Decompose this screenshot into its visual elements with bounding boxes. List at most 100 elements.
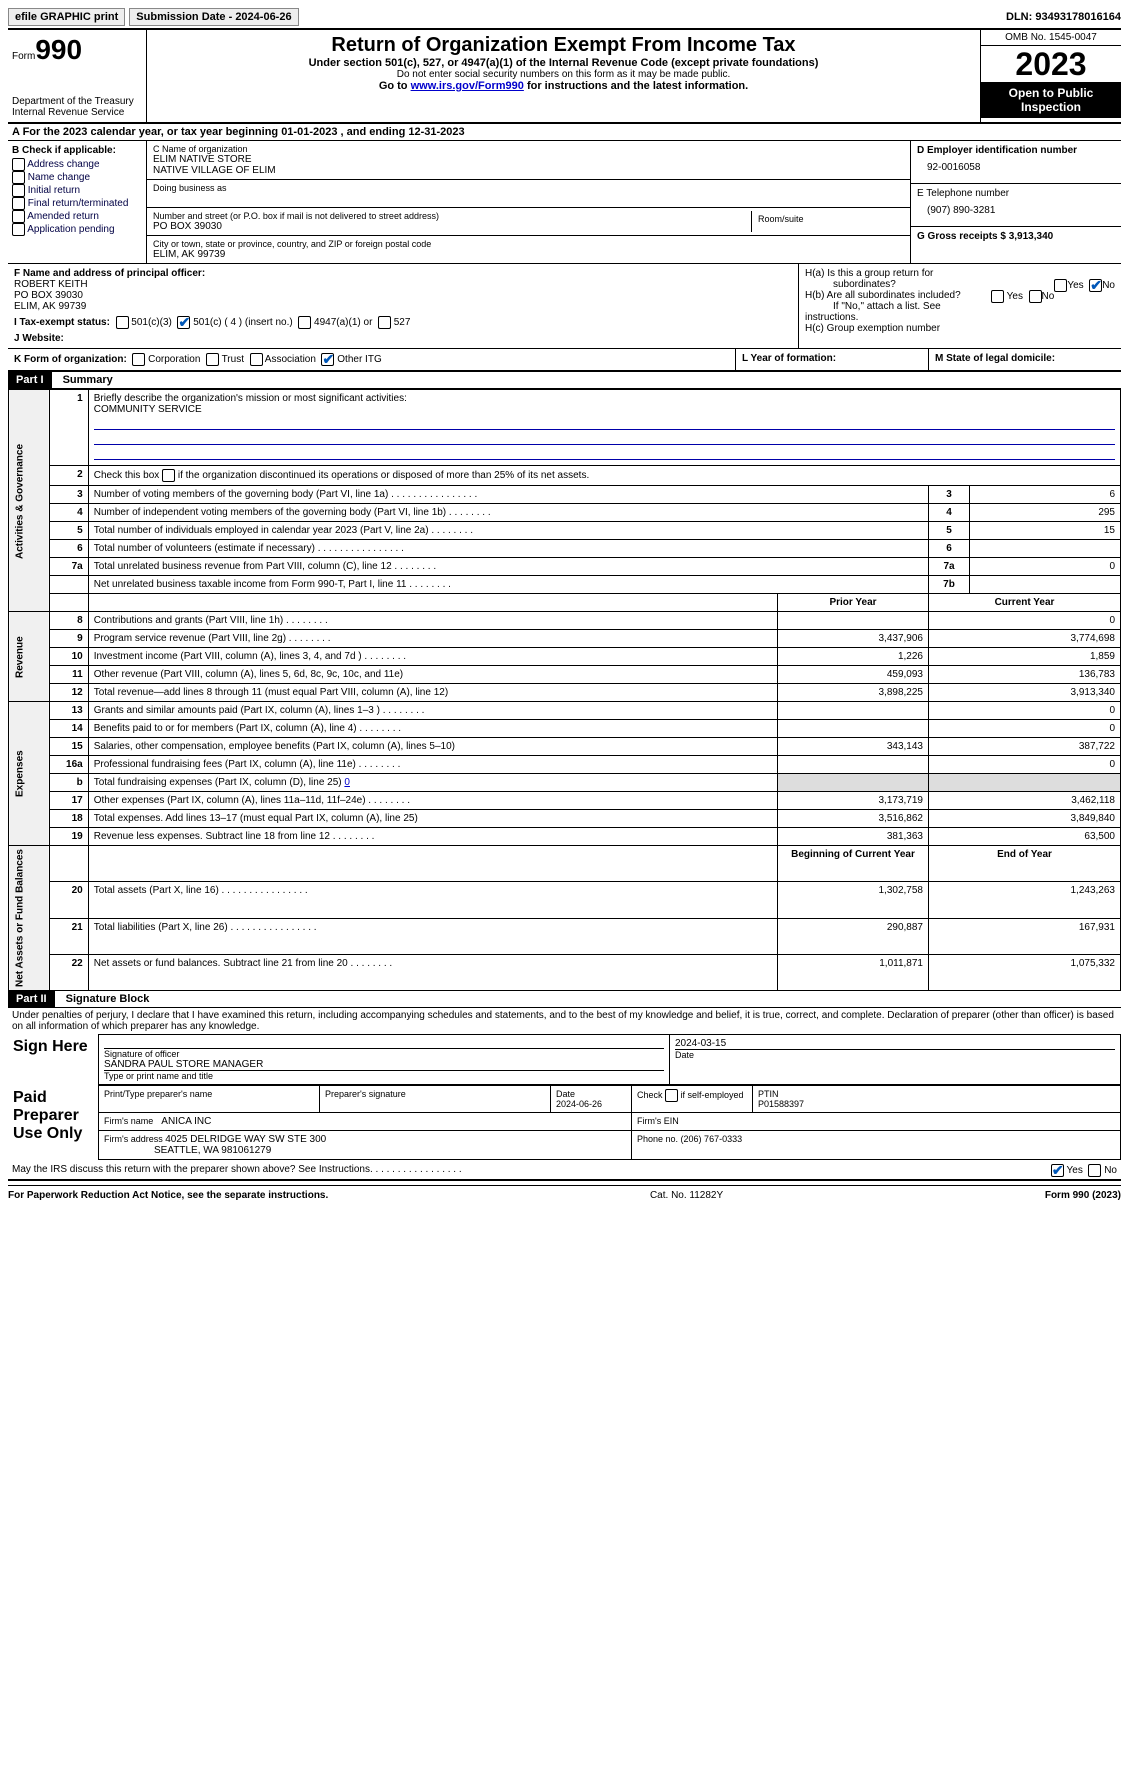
hb-yes[interactable] [991, 290, 1004, 303]
l3-desc: Number of voting members of the governin… [88, 486, 928, 504]
tab-expenses: Expenses [9, 702, 50, 846]
part1-bar: Part I [8, 372, 52, 388]
paid-preparer-label: Paid Preparer Use Only [8, 1086, 99, 1160]
sec-i-label: I Tax-exempt status: [14, 317, 110, 328]
chk-app-pending[interactable]: Application pending [12, 223, 142, 236]
subtitle-1: Under section 501(c), 527, or 4947(a)(1)… [151, 57, 976, 69]
omb-number: OMB No. 1545-0047 [981, 30, 1121, 46]
ha-no[interactable] [1089, 279, 1102, 292]
l1-desc: Briefly describe the organization's miss… [94, 393, 407, 404]
subtitle-2: Do not enter social security numbers on … [151, 69, 976, 80]
chk-initial-return[interactable]: Initial return [12, 184, 142, 197]
l16b-link[interactable]: 0 [344, 777, 350, 788]
tab-net-assets: Net Assets or Fund Balances [9, 846, 50, 991]
chk-other[interactable] [321, 353, 334, 366]
addr-value: PO BOX 39030 [153, 221, 751, 232]
dln: DLN: 93493178016164 [1006, 11, 1121, 23]
l4-desc: Number of independent voting members of … [88, 504, 928, 522]
chk-trust[interactable] [206, 353, 219, 366]
submission-date: Submission Date - 2024-06-26 [129, 8, 298, 26]
col-b-checkboxes: B Check if applicable: Address change Na… [8, 141, 147, 263]
perjury-text: Under penalties of perjury, I declare th… [8, 1008, 1121, 1034]
chk-527[interactable] [378, 316, 391, 329]
l16b-desc: Total fundraising expenses (Part IX, col… [88, 774, 777, 792]
sign-here-label: Sign Here [8, 1035, 99, 1085]
form-header: Form990 Department of the Treasury Inter… [8, 30, 1121, 124]
col-c-org-info: C Name of organization ELIM NATIVE STORE… [147, 141, 910, 263]
col-b-label: B Check if applicable: [12, 145, 142, 156]
tab-revenue: Revenue [9, 612, 50, 702]
l7a-desc: Total unrelated business revenue from Pa… [88, 558, 928, 576]
sec-l-year: L Year of formation: [742, 353, 836, 364]
ein-hint: D Employer identification number [917, 145, 1115, 156]
chk-self-employed[interactable] [665, 1089, 678, 1102]
l2-desc: Check this box if the organization disco… [88, 466, 1120, 486]
discuss-no[interactable] [1088, 1164, 1101, 1177]
footer-cat: Cat. No. 11282Y [328, 1190, 1045, 1201]
chk-discontinued[interactable] [162, 469, 175, 482]
l15-desc: Salaries, other compensation, employee b… [88, 738, 777, 756]
col-de: D Employer identification number 92-0016… [910, 141, 1121, 263]
firm-addr2: SEATTLE, WA 981061279 [154, 1145, 271, 1156]
officer-name: ROBERT KEITH [14, 279, 792, 290]
pp-name-hint: Print/Type preparer's name [99, 1086, 320, 1113]
topbar: efile GRAPHIC print Submission Date - 20… [8, 8, 1121, 30]
section-fh: F Name and address of principal officer:… [8, 264, 1121, 349]
chk-4947[interactable] [298, 316, 311, 329]
section-bcde: B Check if applicable: Address change Na… [8, 141, 1121, 264]
l7b-val [970, 576, 1121, 594]
pp-self-employed: Check if self-employed [632, 1086, 753, 1113]
sec-j-website: J Website: [14, 333, 64, 344]
irs-link[interactable]: www.irs.gov/Form990 [411, 80, 524, 92]
org-name-2: NATIVE VILLAGE OF ELIM [153, 165, 904, 176]
part1-header: Part I Summary [8, 372, 1121, 389]
ptin-val: P01588397 [758, 1099, 804, 1109]
footer-right: Form 990 (2023) [1045, 1190, 1121, 1201]
hb-no[interactable] [1029, 290, 1042, 303]
sig-hint: Signature of officer [104, 1049, 664, 1059]
l20-desc: Total assets (Part X, line 16) [88, 882, 777, 918]
officer-addr1: PO BOX 39030 [14, 290, 792, 301]
l18-desc: Total expenses. Add lines 13–17 (must eq… [88, 810, 777, 828]
pp-sig-hint: Preparer's signature [320, 1086, 551, 1113]
ha-yes[interactable] [1054, 279, 1067, 292]
l12-desc: Total revenue—add lines 8 through 11 (mu… [88, 684, 777, 702]
subtitle-3: Go to www.irs.gov/Form990 for instructio… [151, 80, 976, 92]
chk-corp[interactable] [132, 353, 145, 366]
chk-address-change[interactable]: Address change [12, 158, 142, 171]
discuss-row: May the IRS discuss this return with the… [8, 1160, 1121, 1181]
l16a-desc: Professional fundraising fees (Part IX, … [88, 756, 777, 774]
chk-amended-return[interactable]: Amended return [12, 210, 142, 223]
part2-header: Part II Signature Block [8, 991, 1121, 1008]
firm-addr1: 4025 DELRIDGE WAY SW STE 300 [165, 1134, 326, 1145]
org-name-hint: C Name of organization [153, 144, 904, 154]
part2-bar: Part II [8, 991, 55, 1007]
firm-phone: (206) 767-0333 [681, 1134, 743, 1144]
chk-name-change[interactable]: Name change [12, 171, 142, 184]
addr-hint: Number and street (or P.O. box if mail i… [153, 211, 751, 221]
chk-assoc[interactable] [250, 353, 263, 366]
open-to-public: Open to Public Inspection [981, 82, 1121, 118]
signature-table: Sign Here Signature of officer SANDRA PA… [8, 1034, 1121, 1085]
discuss-yes[interactable] [1051, 1164, 1064, 1177]
l14-desc: Benefits paid to or for members (Part IX… [88, 720, 777, 738]
chk-final-return[interactable]: Final return/terminated [12, 197, 142, 210]
gross-receipts: G Gross receipts $ 3,913,340 [917, 231, 1115, 242]
dba-hint: Doing business as [153, 183, 904, 193]
chk-501c[interactable] [177, 316, 190, 329]
officer-sig-name: SANDRA PAUL STORE MANAGER [104, 1059, 664, 1070]
efile-btn[interactable]: efile GRAPHIC print [8, 8, 125, 26]
sec-m-state: M State of legal domicile: [935, 353, 1055, 364]
l21-desc: Total liabilities (Part X, line 26) [88, 918, 777, 954]
l4-val: 295 [970, 504, 1121, 522]
sec-k-label: K Form of organization: [14, 354, 127, 365]
pp-date: 2024-06-26 [556, 1099, 602, 1109]
form-title: Return of Organization Exempt From Incom… [151, 34, 976, 57]
chk-501c3[interactable] [116, 316, 129, 329]
l10-desc: Investment income (Part VIII, column (A)… [88, 648, 777, 666]
org-name-1: ELIM NATIVE STORE [153, 154, 904, 165]
tab-activities: Activities & Governance [9, 390, 50, 612]
row-a-tax-year: A For the 2023 calendar year, or tax yea… [8, 124, 1121, 141]
hdr-beginning: Beginning of Current Year [778, 846, 929, 882]
phone-hint: E Telephone number [917, 188, 1115, 199]
